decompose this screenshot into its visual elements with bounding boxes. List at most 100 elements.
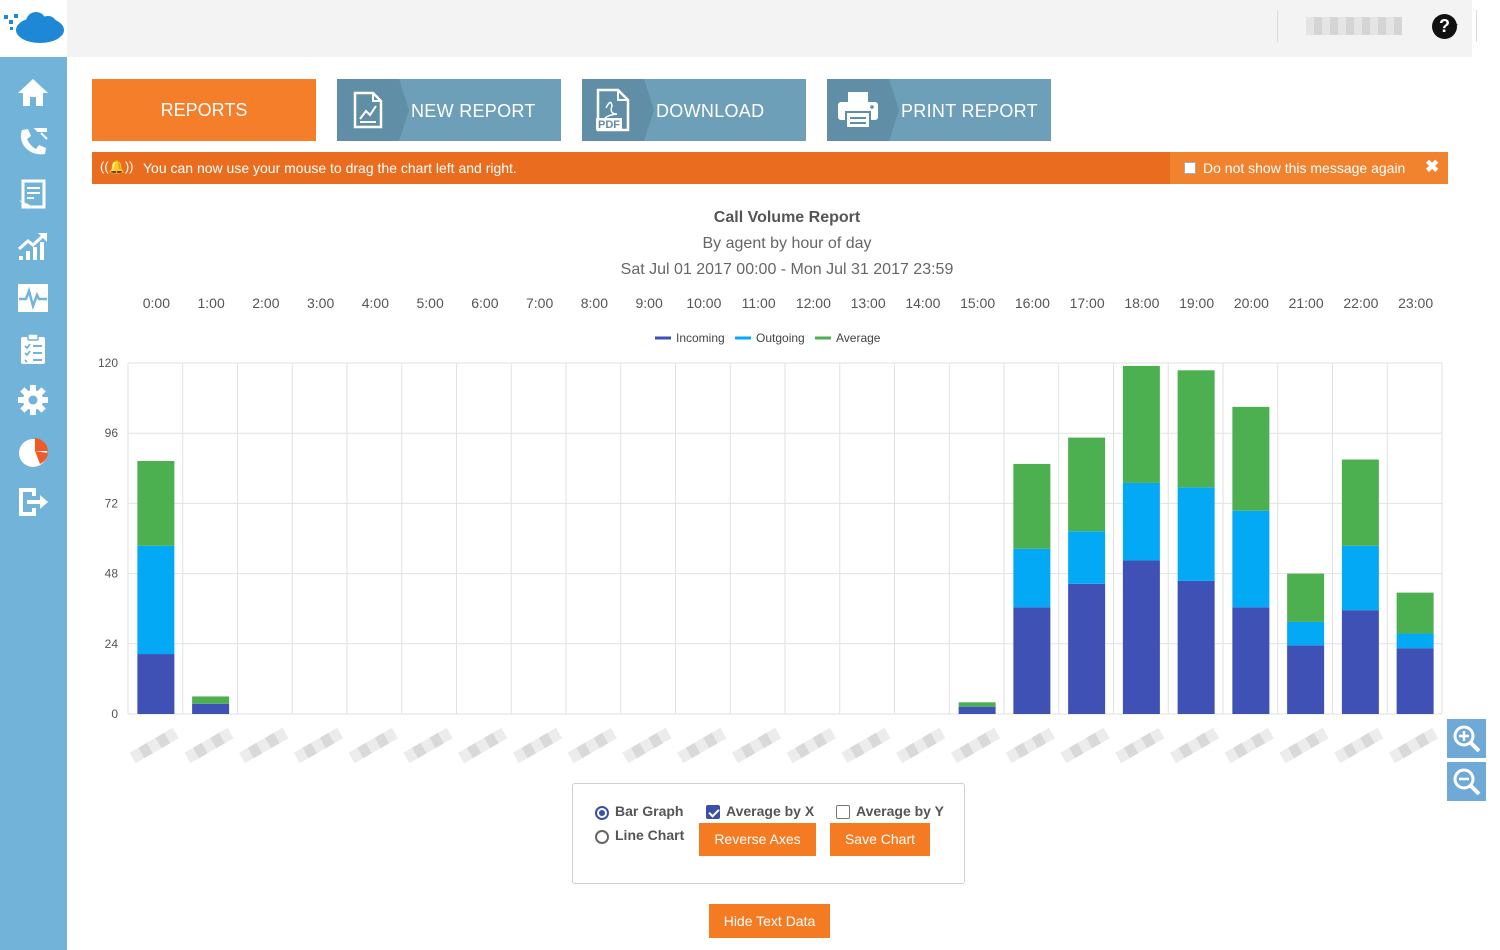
bar-segment-outgoing [1232, 510, 1270, 608]
redacted-block [437, 727, 453, 744]
redacted-block [622, 747, 638, 764]
redacted-block [757, 732, 773, 749]
x-tick-label: 5:00 [417, 295, 444, 311]
redacted-block [593, 732, 609, 749]
bar-graph-radio[interactable] [595, 806, 609, 820]
redacted-block [512, 747, 528, 764]
x-tick-label: 16:00 [1015, 295, 1050, 311]
redacted-block [458, 747, 473, 764]
bar-segment-outgoing [1341, 545, 1379, 611]
reverse-axes-button[interactable]: Reverse Axes [699, 823, 816, 856]
redacted-block [530, 737, 545, 754]
trend-chart-icon[interactable] [14, 227, 52, 265]
print-report-button[interactable]: PRINT REPORT [827, 79, 1051, 141]
redacted-block [1031, 732, 1047, 749]
dont-show-checkbox[interactable] [1184, 162, 1196, 174]
redacted-block [210, 732, 225, 749]
zoom-in-button[interactable] [1447, 719, 1486, 758]
redacted-agent-label [293, 727, 344, 764]
redacted-block [841, 747, 857, 764]
redacted-block [319, 732, 335, 749]
redacted-block [1288, 742, 1303, 759]
redacted-block [1195, 732, 1211, 749]
bar-segment-outgoing [1122, 482, 1160, 561]
chart-title: Call Volume Report [713, 209, 861, 226]
redacted-block [247, 742, 263, 759]
report-doc-icon[interactable] [14, 176, 52, 214]
phone-icon[interactable] [14, 123, 52, 161]
legend-label: Outgoing [756, 331, 805, 345]
bar-segment-average [1068, 437, 1106, 532]
x-tick-label: 23:00 [1398, 295, 1433, 311]
close-icon[interactable]: ✖ [1425, 157, 1440, 176]
redacted-block [521, 742, 537, 759]
redacted-agent-label [348, 727, 398, 764]
save-chart-button[interactable]: Save Chart [830, 823, 930, 856]
pie-chart-icon[interactable] [14, 433, 52, 471]
redacted-block [1360, 732, 1375, 749]
home-icon[interactable] [14, 73, 52, 111]
redacted-block [677, 747, 692, 764]
pulse-icon[interactable] [14, 279, 52, 317]
redacted-block [383, 727, 398, 744]
hide-text-data-button[interactable]: Hide Text Data [709, 904, 830, 938]
redacted-block [1040, 727, 1055, 744]
zoom-out-button[interactable] [1447, 762, 1486, 801]
redacted-block [976, 732, 992, 749]
logo [0, 0, 67, 57]
redacted-agent-label [677, 727, 727, 764]
average-by-x-checkbox[interactable] [706, 805, 720, 819]
help-button[interactable]: ? [1432, 14, 1457, 39]
redacted-block [639, 737, 655, 754]
reports-button[interactable]: REPORTS [92, 79, 316, 141]
redacted-agent-label [1388, 727, 1439, 764]
bar-segment-average [1122, 365, 1160, 483]
redacted-block [357, 742, 372, 759]
x-tick-label: 8:00 [581, 295, 608, 311]
bar-segment-incoming [137, 654, 175, 714]
redacted-block [1397, 742, 1413, 759]
notice-bar: ((🔔)) You can now use your mouse to drag… [92, 152, 1448, 184]
redacted-block [273, 727, 289, 744]
redacted-block [703, 732, 718, 749]
redacted-block [466, 742, 482, 759]
x-tick-label: 18:00 [1124, 295, 1159, 311]
average-by-x-label: Average by X [726, 803, 815, 819]
redacted-block [1132, 737, 1148, 754]
redacted-block [218, 727, 234, 744]
checklist-icon[interactable] [14, 330, 52, 368]
redacted-block [648, 732, 663, 749]
bar-segment-incoming [1122, 560, 1160, 714]
average-by-y-checkbox[interactable] [836, 805, 850, 819]
redacted-block [922, 732, 937, 749]
line-chart-radio[interactable] [595, 830, 609, 844]
bar-segment-outgoing [1177, 487, 1215, 581]
call-volume-chart[interactable]: 0 24 48 72 96 120 0:00 1:00 2:00 3:00 4:00 5:00 6:00… [80, 290, 1460, 770]
redacted-block [328, 727, 344, 744]
redacted-block [538, 732, 554, 749]
pdf-icon-text: PDF [598, 119, 620, 131]
average-by-y-label: Average by Y [856, 803, 944, 819]
redacted-block [896, 747, 911, 764]
redacted-block [1077, 737, 1093, 754]
redacted-block [1115, 747, 1130, 764]
bar-segment-outgoing [1013, 548, 1051, 608]
redacted-block [1368, 727, 1384, 744]
redacted-block [1169, 747, 1185, 764]
redacted-block [821, 727, 836, 744]
download-pdf-button[interactable]: PDF DOWNLOAD PDF [582, 79, 806, 185]
chart-date-range: Sat Jul 01 2017 00:00 - Mon Jul 31 2017 … [620, 261, 954, 278]
y-tick-label: 0 [111, 707, 118, 721]
logout-icon[interactable] [14, 483, 52, 521]
redacted-agent-label [950, 727, 1001, 764]
notice-message: You can now use your mouse to drag the c… [143, 160, 517, 176]
gear-icon[interactable] [14, 381, 52, 419]
redacted-block [374, 732, 390, 749]
redacted-block [602, 727, 617, 744]
y-tick-label: 48 [105, 567, 119, 581]
x-tick-label: 17:00 [1070, 295, 1105, 311]
redacted-block [302, 742, 318, 759]
redacted-block [858, 737, 874, 754]
new-report-button[interactable]: NEW REPORT [337, 79, 561, 141]
redacted-block [265, 732, 280, 749]
